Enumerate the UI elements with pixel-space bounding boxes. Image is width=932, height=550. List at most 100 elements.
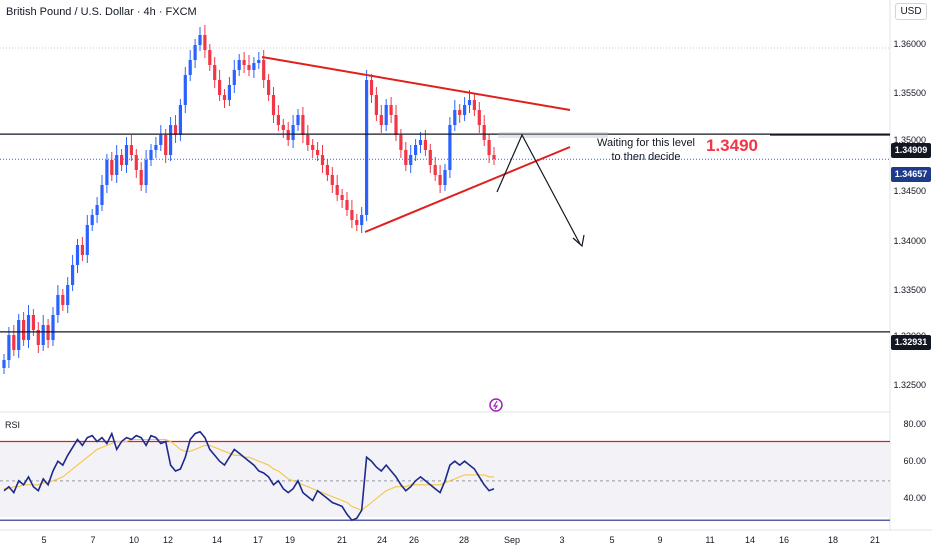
price-tick: 1.33500: [893, 285, 926, 295]
candle-body: [75, 245, 80, 265]
candle-body: [218, 80, 222, 95]
x-tick: 5: [609, 535, 615, 545]
candle-body: [320, 155, 325, 165]
candle-body: [105, 160, 109, 185]
candle-body: [188, 60, 192, 75]
rsi-tick: 80.00: [903, 419, 926, 429]
candle-body: [31, 315, 35, 330]
candle-body: [374, 95, 378, 115]
candle-body: [325, 165, 329, 175]
candle-body: [433, 165, 437, 175]
candle-body: [438, 175, 442, 185]
x-tick: 26: [408, 535, 420, 545]
candle-body: [7, 335, 11, 360]
candle-body: [115, 155, 119, 175]
candle-body: [394, 115, 398, 135]
x-tick: 7: [90, 535, 96, 545]
candle-body: [12, 335, 16, 350]
candle-body: [262, 60, 266, 80]
candle-body: [227, 85, 231, 100]
target-zone: [498, 132, 608, 138]
candle-body: [404, 150, 408, 165]
candle-body: [360, 215, 364, 225]
candle-body: [198, 35, 202, 45]
symbol-title: British Pound / U.S. Dollar · 4h · FXCM: [6, 6, 197, 18]
candle-body: [85, 225, 89, 255]
x-tick: 10: [128, 535, 140, 545]
candle-body: [335, 185, 339, 195]
candle-body: [316, 150, 320, 155]
candle-body: [2, 360, 6, 368]
price-tick: 1.35500: [893, 88, 926, 98]
candle-body: [428, 150, 432, 165]
candle-body: [301, 115, 305, 135]
candle-body: [159, 135, 163, 145]
candle-body: [345, 200, 349, 210]
candle-body: [311, 145, 315, 150]
candle-body: [296, 115, 300, 125]
candle-body: [330, 175, 334, 185]
candle-body: [203, 35, 207, 50]
candle-body: [355, 220, 359, 225]
candle-body: [193, 45, 197, 60]
candle-body: [463, 105, 467, 115]
x-tick: 14: [744, 535, 756, 545]
candle-body: [340, 195, 344, 200]
annotation-line2: to then decide: [611, 151, 681, 163]
candle-body: [350, 210, 354, 220]
trendline-upper: [261, 56, 571, 111]
candle-body: [213, 65, 217, 80]
price-tick: 1.35000: [893, 135, 926, 145]
candle-body: [409, 155, 413, 165]
x-tick: 18: [827, 535, 839, 545]
rsi-group: [0, 430, 890, 522]
x-tick: 19: [284, 535, 296, 545]
candle-body: [291, 125, 295, 140]
candle-body: [173, 125, 178, 135]
candle-body: [399, 135, 403, 150]
candle-body: [453, 110, 457, 125]
x-tick: 9: [657, 535, 663, 545]
candle-body: [51, 315, 55, 340]
candle-body: [154, 145, 158, 150]
replay-icon-bolt: [492, 400, 499, 410]
x-tick: 3: [559, 535, 565, 545]
x-tick: 24: [376, 535, 388, 545]
candle-body: [100, 185, 104, 205]
candle-body: [134, 155, 138, 170]
candle-body: [492, 155, 496, 159]
candle-body: [414, 145, 418, 155]
candle-body: [389, 105, 393, 115]
price-tick: 1.36000: [893, 39, 926, 49]
projection-arrowhead: [572, 234, 585, 248]
x-tick: 28: [458, 535, 470, 545]
x-tick: 21: [869, 535, 881, 545]
x-tick: 14: [211, 535, 223, 545]
candle-body: [306, 135, 310, 145]
candle-body: [183, 75, 187, 105]
price-badge-level: 1.34909: [891, 143, 931, 158]
x-tick: 16: [778, 535, 790, 545]
candle-body: [61, 295, 65, 305]
candle-body: [242, 60, 246, 65]
price-tick: 1.34500: [893, 186, 926, 196]
currency-button[interactable]: USD: [895, 3, 927, 20]
x-tick: 21: [336, 535, 348, 545]
candle-body: [257, 60, 261, 63]
candle-body: [90, 215, 94, 225]
candle-body: [472, 100, 476, 110]
candle-body: [458, 110, 462, 115]
candle-body: [208, 50, 212, 65]
candle-body: [286, 130, 290, 140]
x-tick: Sep: [503, 535, 521, 545]
rsi-tick: 40.00: [903, 493, 926, 503]
candle-body: [271, 95, 276, 115]
candle-body: [17, 320, 21, 350]
candle-body: [149, 150, 153, 160]
target-level-label: 1.3490: [706, 136, 758, 155]
candle-body: [384, 105, 388, 125]
candle-body: [139, 170, 143, 185]
candle-body: [222, 95, 227, 100]
replay-icon[interactable]: [489, 398, 503, 412]
